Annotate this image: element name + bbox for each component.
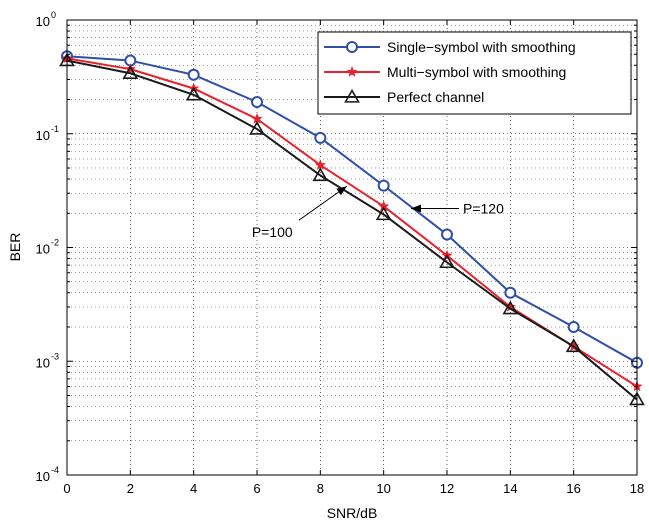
data-point-star	[346, 66, 358, 77]
data-point-star	[251, 113, 263, 124]
y-tick-label: 10 0	[36, 10, 56, 29]
data-point-circle	[567, 321, 580, 334]
x-tick-labels: 0 2 4 6 8 10 12 14 16 18	[63, 481, 644, 496]
data-point-triangle	[122, 65, 139, 79]
x-tick-label: 18	[630, 481, 644, 496]
y-tick-label: 10 -2	[36, 238, 59, 257]
x-tick-label: 2	[127, 481, 134, 496]
annotation-label: P=120	[463, 201, 504, 217]
series-line	[66, 59, 638, 401]
y-tick-label: 10 -4	[36, 465, 59, 484]
y-tick-label-exponent: -1	[51, 124, 59, 134]
x-tick-label: 10	[376, 481, 390, 496]
series-line	[66, 55, 638, 364]
data-point-circle	[504, 286, 517, 299]
x-axis-label: SNR/dB	[327, 505, 378, 521]
data-point-circle	[377, 179, 390, 192]
data-point-circle	[251, 96, 263, 109]
data-point-triangle	[502, 300, 519, 315]
data-point-circle	[441, 228, 453, 241]
data-point-triangle	[312, 167, 329, 182]
major-grid	[67, 20, 637, 475]
data-point-triangle	[344, 88, 360, 103]
y-tick-label: 10 -1	[36, 124, 59, 143]
annotation-arrow	[298, 185, 348, 221]
data-point-circle	[187, 68, 200, 81]
series-1	[61, 50, 643, 369]
x-tick-label: 14	[503, 481, 517, 496]
axis-ticks	[66, 19, 638, 476]
y-tick-label-base: 10	[36, 242, 50, 257]
y-axis-label: BER	[7, 233, 23, 262]
data-point-star	[314, 159, 326, 170]
annotation-label: P=100	[252, 224, 293, 240]
y-tick-label-base: 10	[36, 469, 50, 484]
y-tick-label-base: 10	[36, 14, 50, 29]
y-tick-label-base: 10	[36, 128, 50, 143]
legend-label: Perfect channel	[387, 89, 484, 105]
x-tick-label: 6	[253, 481, 260, 496]
y-tick-label-exponent: -2	[51, 238, 59, 248]
legend-label: Single−symbol with smoothing	[387, 39, 576, 55]
annotations: P=120 P=100	[252, 185, 504, 240]
y-tick-label-exponent: -4	[51, 465, 59, 475]
legend-entry: Multi−symbol with smoothing	[324, 64, 566, 80]
x-tick-label: 0	[63, 481, 70, 496]
data-point-circle	[346, 41, 358, 53]
x-tick-label: 12	[440, 481, 454, 496]
y-tick-label-base: 10	[36, 355, 50, 370]
y-tick-label-exponent: 0	[51, 10, 56, 20]
y-tick-label-exponent: -3	[51, 351, 59, 361]
data-point-triangle	[249, 120, 265, 135]
annotation-arrow-head	[336, 186, 347, 196]
x-tick-label: 4	[190, 481, 197, 496]
y-tick-label: 10 -3	[36, 351, 59, 370]
data-point-triangle	[375, 206, 392, 221]
annotation-arrow	[411, 204, 459, 213]
data-point-triangle	[439, 254, 455, 269]
data-point-triangle	[565, 338, 582, 353]
x-tick-label: 16	[566, 481, 580, 496]
legend-entry: Single−symbol with smoothing	[324, 39, 576, 55]
legend: Single−symbol with smoothing Multi−symbol…	[317, 31, 632, 115]
data-point-circle	[314, 131, 327, 144]
data-point-triangle	[185, 86, 202, 101]
legend-label: Multi−symbol with smoothing	[387, 64, 566, 80]
legend-entry: Perfect channel	[324, 88, 484, 105]
annotation-arrow-head	[411, 204, 421, 213]
series-layer	[59, 50, 645, 406]
x-tick-label: 8	[317, 481, 324, 496]
